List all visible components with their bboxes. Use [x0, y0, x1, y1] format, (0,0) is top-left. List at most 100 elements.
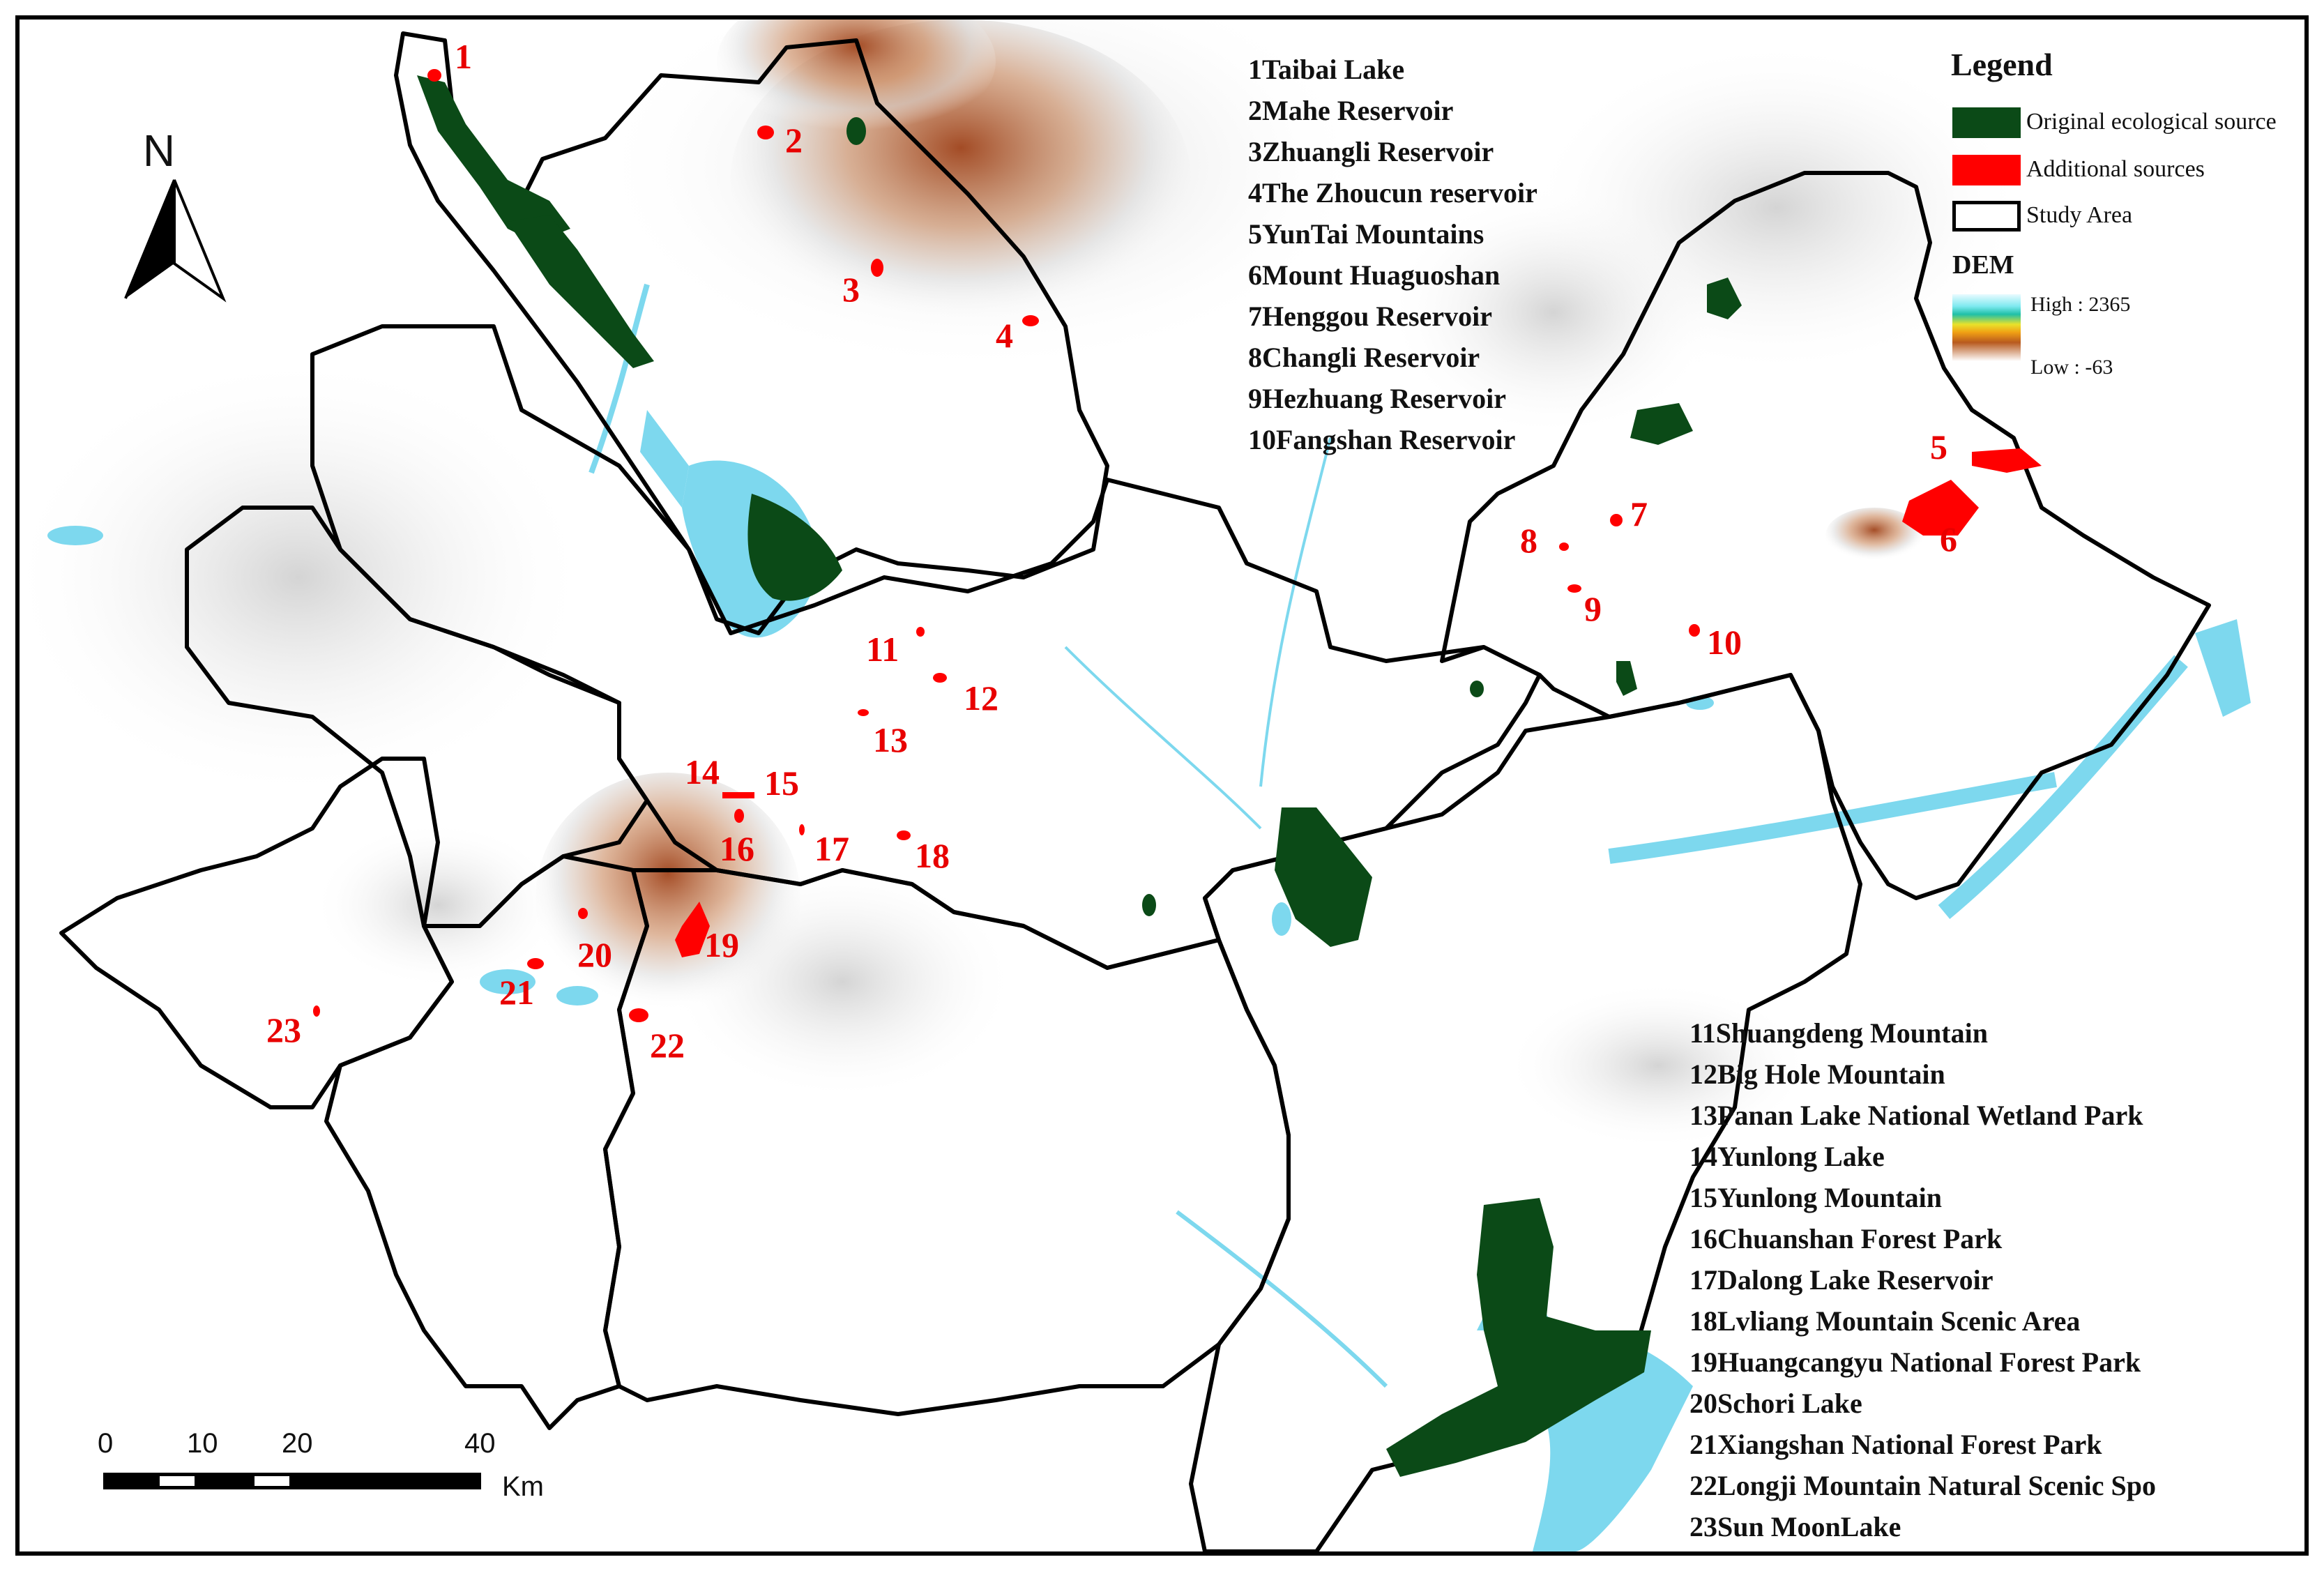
marker-20: 20 — [577, 935, 612, 974]
marker-23: 23 — [266, 1010, 301, 1049]
marker-16: 16 — [720, 829, 754, 868]
site-label-8: 8Changli Reservoir — [1248, 342, 1480, 373]
marker-21: 21 — [499, 973, 534, 1012]
site-label-2: 2Mahe Reservoir — [1248, 95, 1454, 126]
boundary-southeast — [1189, 673, 1862, 1551]
marker-5: 5 — [1930, 427, 1947, 466]
site-label-20: 20Schori Lake — [1689, 1388, 1862, 1419]
source-18 — [897, 830, 911, 840]
scale-tick-40: 40 — [464, 1428, 496, 1459]
scale-seg-2 — [156, 1473, 198, 1489]
source-6 — [1902, 480, 1979, 536]
site-label-17: 17Dalong Lake Reservoir — [1689, 1264, 1993, 1296]
legend-swatch-original — [1952, 107, 2021, 138]
marker-18: 18 — [915, 836, 950, 875]
boundary-southcentral — [324, 854, 649, 1430]
source-lake-nanyang — [417, 75, 570, 243]
site-label-22: 22Longji Mountain Natural Scenic Spo — [1689, 1470, 2156, 1501]
map-canvas: 1 2 3 4 5 6 7 8 9 10 11 12 13 14 15 16 1… — [20, 20, 2251, 1551]
source-11 — [916, 627, 925, 637]
source-17 — [799, 824, 805, 835]
scale-seg-3 — [198, 1473, 251, 1489]
boundary-west — [185, 506, 649, 928]
marker-10: 10 — [1707, 623, 1742, 662]
source-lake-weishan — [747, 494, 842, 601]
legend-swatch-study — [1952, 201, 2021, 232]
marker-3: 3 — [842, 270, 860, 309]
legend-swatch-additional — [1952, 155, 2021, 185]
scale-seg-1 — [103, 1473, 156, 1489]
site-label-3: 3Zhuangli Reservoir — [1248, 136, 1494, 167]
original-ecological-sources — [417, 75, 1742, 1477]
scale-seg-4 — [251, 1473, 293, 1489]
dem-terrain — [20, 20, 2028, 1149]
legend-title: Legend — [1951, 47, 2053, 82]
dem-high-label: High : 2365 — [2030, 293, 2131, 316]
source-13 — [858, 709, 869, 716]
site-label-21: 21Xiangshan National Forest Park — [1689, 1429, 2102, 1460]
dem-title: DEM — [1952, 250, 2014, 280]
marker-12: 12 — [964, 678, 998, 718]
scale-tick-0: 0 — [98, 1428, 114, 1459]
site-list-11-23: 11Shuangdeng Mountain 12Big Hole Mountai… — [1689, 1012, 2156, 1547]
source-2 — [757, 126, 774, 139]
north-arrow-label: N — [143, 126, 175, 176]
dem-color-ramp — [1952, 294, 2021, 361]
marker-4: 4 — [996, 316, 1013, 355]
marker-14: 14 — [685, 752, 720, 791]
source-23 — [313, 1005, 320, 1017]
scale-unit: Km — [502, 1471, 544, 1502]
source-7 — [1610, 514, 1623, 526]
source-e-2 — [1470, 681, 1484, 697]
additional-sources — [313, 69, 2042, 1022]
site-label-1: 1Taibai Lake — [1248, 54, 1405, 85]
marker-7: 7 — [1630, 494, 1648, 533]
scale-bar: 0 10 20 40 Km — [82, 1428, 570, 1512]
source-4 — [1022, 315, 1039, 326]
boundary-northeast — [1440, 171, 2211, 900]
marker-1: 1 — [455, 37, 472, 76]
scale-tick-10: 10 — [187, 1428, 218, 1459]
source-1 — [427, 69, 441, 82]
source-19 — [675, 902, 710, 957]
scale-tick-20: 20 — [282, 1428, 313, 1459]
site-label-7: 7Henggou Reservoir — [1248, 301, 1492, 332]
source-c-1 — [1142, 894, 1156, 916]
site-label-9: 9Hezhuang Reservoir — [1248, 383, 1506, 414]
site-label-13: 13Panan Lake National Wetland Park — [1689, 1100, 2143, 1131]
source-20 — [578, 908, 588, 919]
site-label-4: 4The Zhoucun reservoir — [1248, 177, 1537, 208]
source-10 — [1689, 624, 1700, 637]
source-luoma-lake — [1386, 1198, 1651, 1477]
north-arrow: N — [124, 126, 227, 303]
source-12 — [933, 673, 947, 683]
marker-15: 15 — [764, 764, 799, 803]
marker-11: 11 — [866, 630, 899, 669]
source-21 — [527, 958, 544, 969]
source-3 — [871, 259, 883, 277]
legend: Legend Original ecological source Additi… — [1930, 40, 2304, 389]
study-area-boundaries — [59, 31, 2211, 1551]
site-label-14: 14Yunlong Lake — [1689, 1141, 1885, 1172]
source-15 — [722, 792, 754, 798]
source-dongping-lake — [1275, 807, 1372, 947]
marker-6: 6 — [1940, 519, 1957, 559]
site-label-5: 5YunTai Mountains — [1248, 218, 1484, 250]
source-e-1 — [1616, 661, 1637, 696]
boundary-north — [394, 31, 1109, 635]
source-16 — [734, 809, 744, 823]
source-9 — [1567, 584, 1581, 593]
site-list-1-10: 1Taibai Lake 2Mahe Reservoir 3Zhuangli R… — [1248, 49, 1537, 460]
map-frame: 1 2 3 4 5 6 7 8 9 10 11 12 13 14 15 16 1… — [15, 15, 2309, 1556]
site-label-23: 23Sun MoonLake — [1689, 1511, 1901, 1542]
site-label-15: 15Yunlong Mountain — [1689, 1182, 1942, 1213]
site-label-18: 18Lvliang Mountain Scenic Area — [1689, 1305, 2081, 1337]
site-label-12: 12Big Hole Mountain — [1689, 1058, 1945, 1090]
site-label-16: 16Chuanshan Forest Park — [1689, 1223, 2003, 1254]
dem-low-label: Low : -63 — [2030, 356, 2113, 379]
legend-label-additional: Additional sources — [2026, 156, 2205, 182]
marker-13: 13 — [873, 720, 908, 759]
marker-2: 2 — [785, 121, 803, 160]
legend-label-original: Original ecological source — [2026, 109, 2277, 135]
source-8 — [1559, 542, 1569, 551]
